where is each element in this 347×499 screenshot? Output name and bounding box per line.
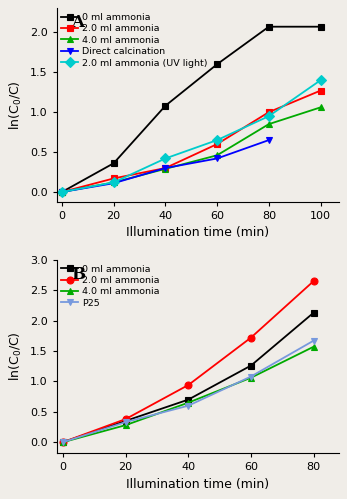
2.0 ml ammonia xyxy=(186,382,191,388)
4.0 ml ammonia xyxy=(267,121,271,127)
Direct calcination xyxy=(163,165,168,171)
4.0 ml ammonia xyxy=(124,422,128,428)
2.0 ml ammonia (UV light) xyxy=(267,113,271,119)
X-axis label: Illumination time (min): Illumination time (min) xyxy=(126,226,269,239)
0 ml ammonia xyxy=(215,61,219,67)
Line: 2.0 ml ammonia (UV light): 2.0 ml ammonia (UV light) xyxy=(58,77,324,196)
4.0 ml ammonia xyxy=(112,180,116,186)
0 ml ammonia xyxy=(319,24,323,30)
X-axis label: Illumination time (min): Illumination time (min) xyxy=(126,478,269,491)
2.0 ml ammonia (UV light) xyxy=(60,189,64,195)
2.0 ml ammonia (UV light) xyxy=(163,156,168,162)
Line: Direct calcination: Direct calcination xyxy=(58,137,272,196)
4.0 ml ammonia xyxy=(186,400,191,406)
2.0 ml ammonia xyxy=(124,416,128,422)
2.0 ml ammonia xyxy=(267,109,271,115)
2.0 ml ammonia xyxy=(163,165,168,171)
Legend: 0 ml ammonia, 2.0 ml ammonia, 4.0 ml ammonia, Direct calcination, 2.0 ml ammonia: 0 ml ammonia, 2.0 ml ammonia, 4.0 ml amm… xyxy=(60,11,210,69)
0 ml ammonia xyxy=(312,310,316,316)
2.0 ml ammonia (UV light) xyxy=(215,137,219,143)
2.0 ml ammonia xyxy=(60,189,64,195)
Line: 2.0 ml ammonia: 2.0 ml ammonia xyxy=(58,87,324,196)
0 ml ammonia xyxy=(186,397,191,403)
Line: 4.0 ml ammonia: 4.0 ml ammonia xyxy=(58,104,324,196)
Direct calcination xyxy=(215,156,219,162)
2.0 ml ammonia xyxy=(112,176,116,182)
0 ml ammonia xyxy=(124,418,128,424)
4.0 ml ammonia xyxy=(61,439,65,445)
P25 xyxy=(312,338,316,344)
0 ml ammonia xyxy=(267,24,271,30)
Y-axis label: ln(C$_0$/C): ln(C$_0$/C) xyxy=(8,331,24,381)
P25 xyxy=(249,374,253,380)
4.0 ml ammonia xyxy=(163,166,168,172)
4.0 ml ammonia xyxy=(249,375,253,381)
2.0 ml ammonia xyxy=(215,141,219,147)
2.0 ml ammonia xyxy=(61,439,65,445)
2.0 ml ammonia xyxy=(312,278,316,284)
Text: A: A xyxy=(71,14,84,31)
P25 xyxy=(61,439,65,445)
0 ml ammonia xyxy=(60,189,64,195)
2.0 ml ammonia xyxy=(319,88,323,94)
P25 xyxy=(186,403,191,409)
Text: B: B xyxy=(71,265,85,282)
Line: 0 ml ammonia: 0 ml ammonia xyxy=(58,23,324,196)
Legend: 0 ml ammonia, 2.0 ml ammonia, 4.0 ml ammonia, P25: 0 ml ammonia, 2.0 ml ammonia, 4.0 ml amm… xyxy=(60,262,162,309)
Line: 0 ml ammonia: 0 ml ammonia xyxy=(60,309,317,446)
2.0 ml ammonia (UV light) xyxy=(319,77,323,83)
Direct calcination xyxy=(267,137,271,143)
0 ml ammonia xyxy=(249,363,253,369)
2.0 ml ammonia (UV light) xyxy=(112,180,116,186)
Y-axis label: ln(C$_0$/C): ln(C$_0$/C) xyxy=(8,80,24,130)
Line: 2.0 ml ammonia: 2.0 ml ammonia xyxy=(60,277,317,446)
4.0 ml ammonia xyxy=(215,152,219,158)
0 ml ammonia xyxy=(163,103,168,109)
4.0 ml ammonia xyxy=(312,344,316,350)
0 ml ammonia xyxy=(112,160,116,166)
Line: P25: P25 xyxy=(60,337,317,446)
Direct calcination xyxy=(112,180,116,186)
4.0 ml ammonia xyxy=(319,104,323,110)
Direct calcination xyxy=(60,189,64,195)
0 ml ammonia xyxy=(61,439,65,445)
Line: 4.0 ml ammonia: 4.0 ml ammonia xyxy=(60,343,317,446)
4.0 ml ammonia xyxy=(60,189,64,195)
P25 xyxy=(124,419,128,425)
2.0 ml ammonia xyxy=(249,335,253,341)
